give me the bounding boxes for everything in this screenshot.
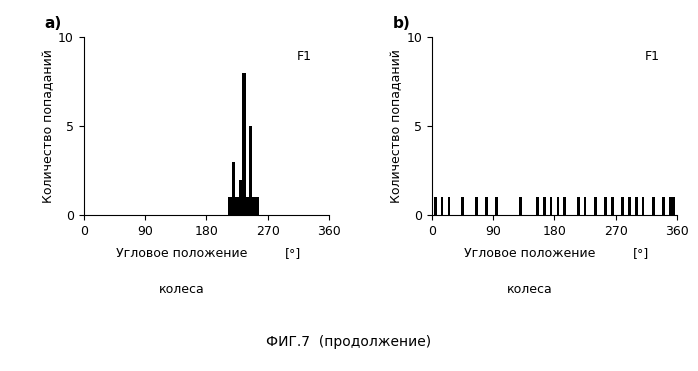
Bar xyxy=(232,162,235,215)
Text: a): a) xyxy=(45,16,62,31)
Bar xyxy=(556,197,559,215)
Bar xyxy=(635,197,637,215)
Bar xyxy=(495,197,498,215)
Bar xyxy=(252,197,255,215)
Text: ФИГ.7  (продолжение): ФИГ.7 (продолжение) xyxy=(267,335,431,349)
Bar xyxy=(652,197,655,215)
Text: [°]: [°] xyxy=(633,247,649,260)
Bar xyxy=(461,197,464,215)
Bar xyxy=(246,197,249,215)
Bar xyxy=(536,197,539,215)
Text: b): b) xyxy=(393,16,410,31)
Text: F1: F1 xyxy=(645,50,660,63)
Bar xyxy=(621,197,624,215)
Bar xyxy=(577,197,579,215)
Bar xyxy=(255,197,259,215)
Y-axis label: Количество попаданий: Количество попаданий xyxy=(43,49,55,203)
Text: колеса: колеса xyxy=(507,283,553,296)
Bar xyxy=(594,197,597,215)
Text: колеса: колеса xyxy=(159,283,205,296)
Y-axis label: Количество попаданий: Количество попаданий xyxy=(390,49,403,203)
Bar xyxy=(485,197,488,215)
Bar xyxy=(628,197,631,215)
Bar xyxy=(434,197,437,215)
Bar xyxy=(672,197,675,215)
Bar xyxy=(475,197,477,215)
Bar xyxy=(563,197,566,215)
Bar xyxy=(440,197,443,215)
Bar xyxy=(519,197,522,215)
Bar xyxy=(611,197,614,215)
Bar xyxy=(242,73,246,215)
Bar xyxy=(669,197,671,215)
Bar xyxy=(543,197,546,215)
Bar xyxy=(235,197,239,215)
Bar xyxy=(249,126,252,215)
Bar xyxy=(239,180,242,215)
Bar xyxy=(447,197,450,215)
Bar xyxy=(662,197,664,215)
Bar xyxy=(228,197,232,215)
Text: Угловое положение: Угловое положение xyxy=(116,247,248,260)
Text: F1: F1 xyxy=(297,50,312,63)
Bar xyxy=(641,197,644,215)
Bar xyxy=(550,197,552,215)
Bar xyxy=(604,197,607,215)
Bar xyxy=(584,197,586,215)
Text: [°]: [°] xyxy=(285,247,301,260)
Text: Угловое положение: Угловое положение xyxy=(464,247,595,260)
